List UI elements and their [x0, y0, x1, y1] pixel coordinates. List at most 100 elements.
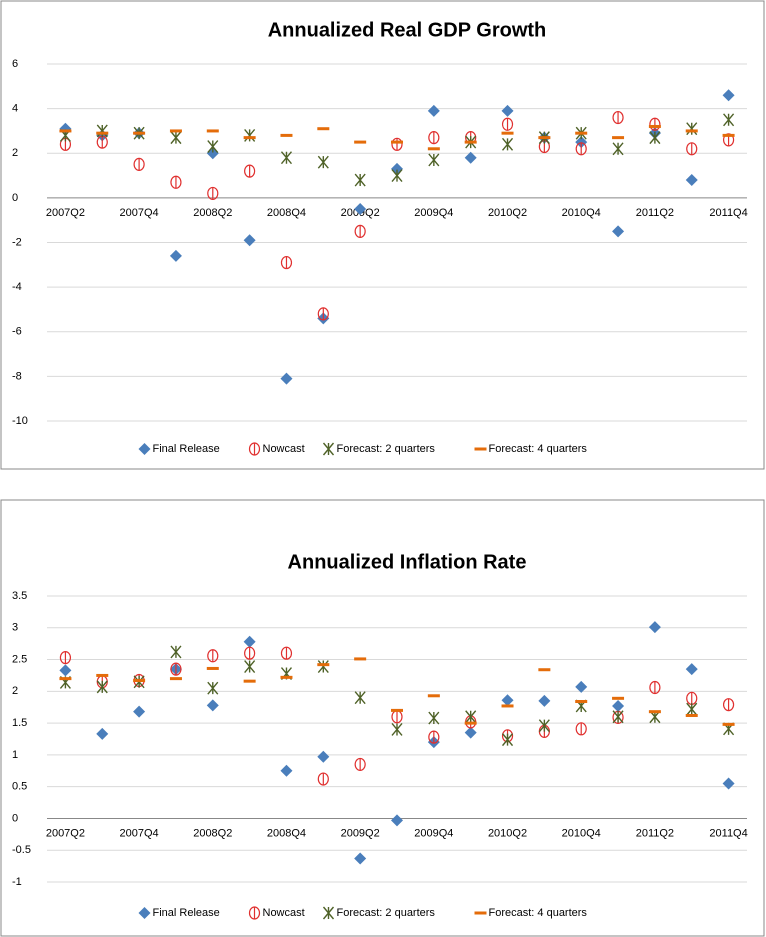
diamond: [722, 777, 735, 790]
point: [354, 173, 366, 187]
point: [244, 646, 256, 660]
point: [96, 124, 108, 138]
star: [207, 681, 219, 695]
star: [317, 155, 329, 169]
point: [427, 104, 440, 117]
point: [243, 234, 256, 247]
point: [686, 702, 698, 716]
star: [723, 113, 735, 127]
diamond: [317, 750, 330, 763]
x-tick-label: 2010Q2: [488, 827, 527, 839]
diamond: [206, 699, 219, 712]
y-tick-label: -1: [12, 876, 22, 888]
x-tick-label: 2010Q4: [562, 207, 601, 219]
point: [317, 155, 329, 169]
point: [170, 645, 182, 659]
point: [685, 174, 698, 187]
star: [538, 719, 550, 733]
y-tick-label: 3.5: [12, 590, 27, 602]
x-tick-label: 2007Q2: [46, 827, 85, 839]
point: [465, 710, 477, 724]
star: [96, 680, 108, 694]
y-tick-label: 4: [12, 103, 18, 115]
x-tick-label: 2009Q4: [414, 827, 453, 839]
point: [464, 151, 477, 164]
star: [428, 711, 440, 725]
point: [723, 113, 735, 127]
x-tick-label: 2009Q2: [341, 827, 380, 839]
point: [501, 104, 514, 117]
diamond: [648, 621, 661, 634]
point: [464, 726, 477, 739]
y-tick-label: -10: [12, 415, 28, 427]
x-tick-label: 2007Q2: [46, 207, 85, 219]
diamond: [575, 136, 588, 149]
point: [133, 157, 145, 172]
legend-item: Forecast: 4 quarters: [474, 443, 587, 455]
point: [207, 140, 219, 154]
point: [501, 694, 514, 707]
point: [170, 662, 182, 676]
point: [648, 621, 661, 634]
legend-item: Final Release: [138, 443, 220, 455]
diamond: [243, 635, 256, 648]
diamond: [685, 174, 698, 187]
point: [722, 698, 735, 712]
star: [96, 124, 108, 138]
point: [354, 852, 367, 865]
x-tick-label: 2010Q4: [562, 827, 601, 839]
star: [612, 142, 624, 156]
point: [207, 186, 219, 201]
star: [465, 710, 477, 724]
point: [317, 750, 330, 763]
point: [170, 131, 182, 145]
star: [428, 153, 440, 167]
point: [96, 680, 108, 694]
point: [501, 137, 514, 151]
star: [317, 660, 329, 673]
point: [207, 681, 219, 695]
x-tick-label: 2011Q2: [636, 207, 674, 219]
diamond: [501, 694, 514, 707]
point: [317, 307, 329, 321]
diamond: [464, 726, 477, 739]
point: [428, 730, 440, 744]
point: [280, 372, 293, 385]
diamond: [575, 680, 588, 693]
point: [244, 164, 256, 178]
x-tick-label: 2008Q2: [193, 827, 232, 839]
star: [170, 645, 182, 659]
legend-label: Forecast: 2 quarters: [337, 443, 436, 455]
legend-label: Forecast: 2 quarters: [337, 907, 436, 919]
chart-title: Annualized Inflation Rate: [288, 551, 527, 573]
y-tick-label: 3: [12, 622, 18, 634]
point: [391, 137, 403, 151]
point: [612, 110, 624, 125]
y-tick-label: -8: [12, 370, 22, 382]
point: [686, 142, 698, 156]
star: [170, 131, 182, 145]
diamond: [354, 852, 367, 865]
point: [354, 224, 366, 238]
x-tick-label: 2010Q2: [488, 207, 527, 219]
diamond: [280, 764, 293, 777]
star: [322, 906, 335, 920]
diamond: [169, 249, 182, 262]
legend-item: Nowcast: [248, 442, 305, 456]
y-tick-label: 1: [12, 749, 18, 761]
legend-item: Forecast: 2 quarters: [322, 442, 436, 456]
y-tick-label: 1.5: [12, 717, 27, 729]
point: [170, 175, 182, 189]
point: [133, 705, 146, 718]
y-tick-label: -0.5: [12, 844, 31, 856]
diamond: [427, 104, 440, 117]
y-tick-label: 0: [12, 812, 18, 824]
diamond: [59, 664, 72, 677]
point: [280, 764, 293, 777]
chart-frame: [0, 0, 765, 470]
y-tick-label: 2: [12, 685, 18, 697]
point: [612, 225, 625, 238]
x-tick-label: 2011Q4: [709, 207, 747, 219]
star: [322, 442, 335, 456]
